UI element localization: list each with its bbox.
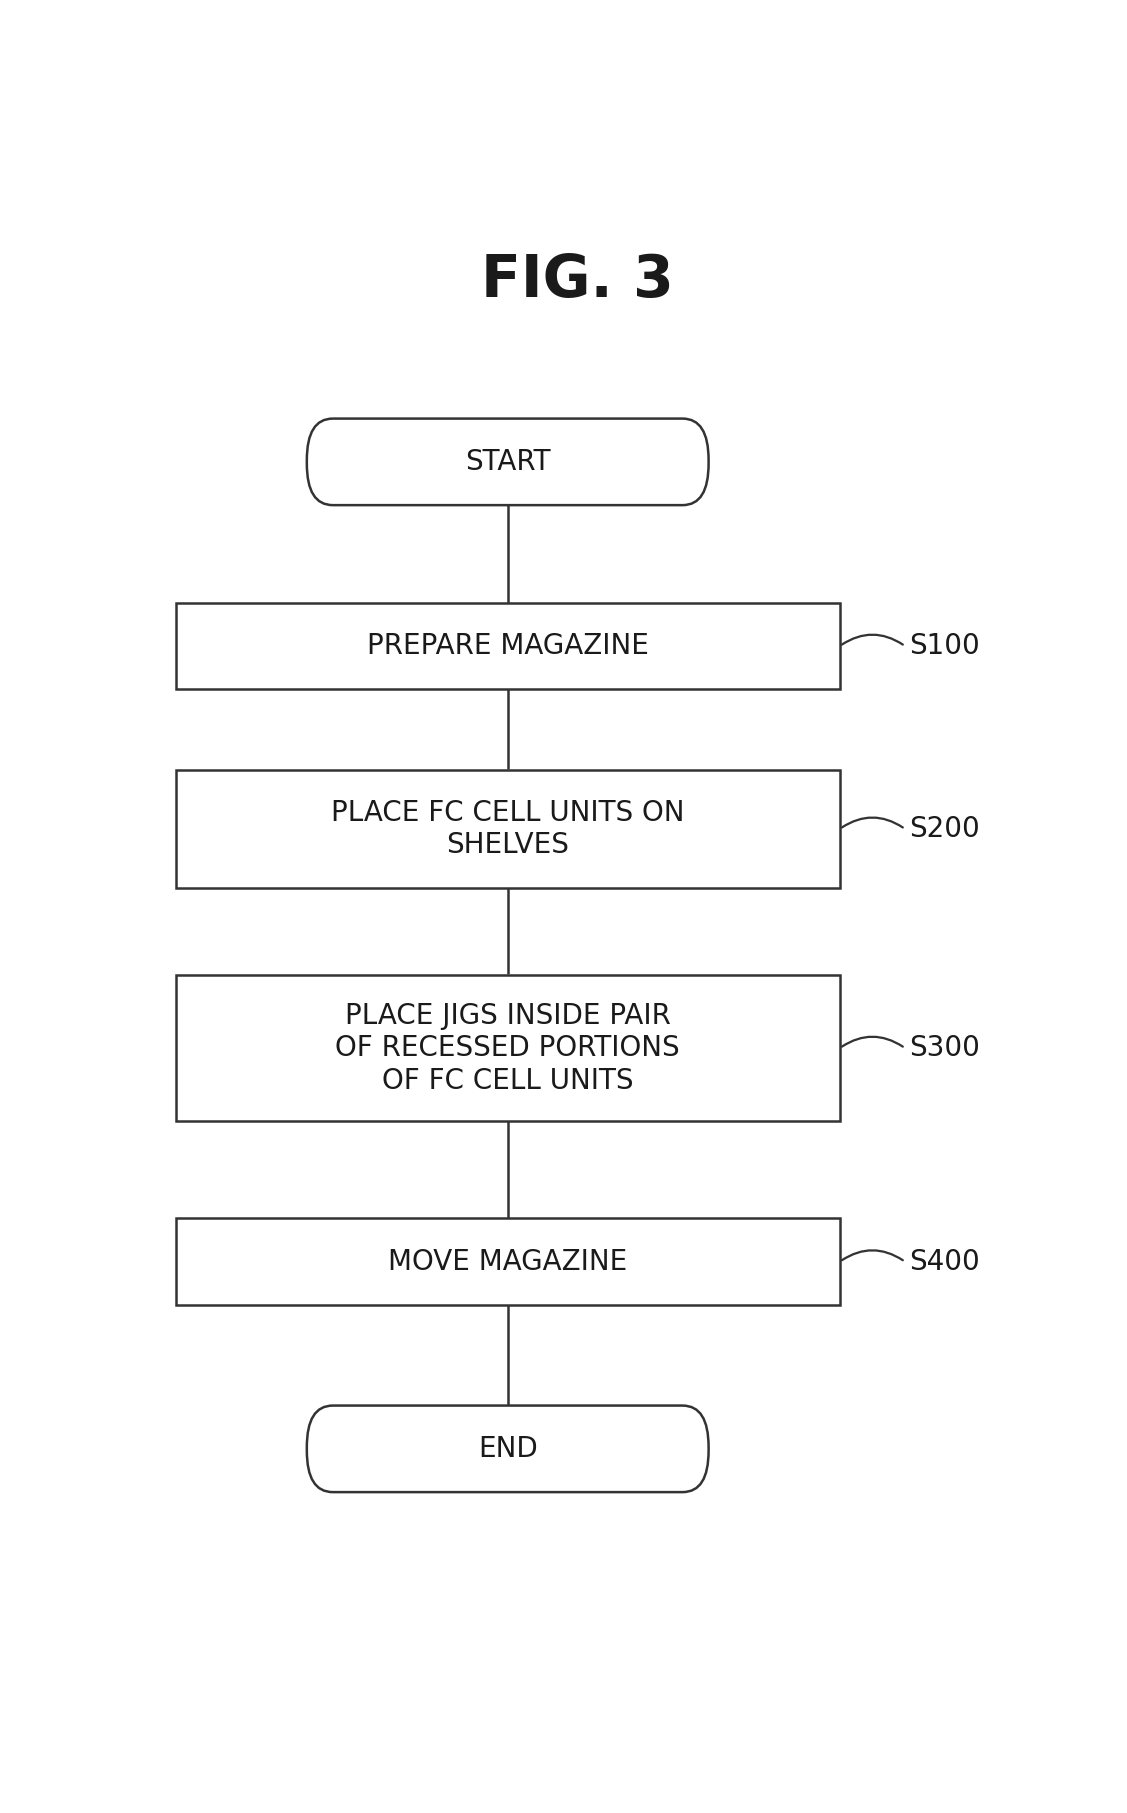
Text: MOVE MAGAZINE: MOVE MAGAZINE: [388, 1247, 628, 1276]
Text: S100: S100: [909, 633, 980, 660]
FancyBboxPatch shape: [176, 975, 840, 1122]
FancyBboxPatch shape: [176, 1218, 840, 1305]
Text: S300: S300: [909, 1033, 980, 1062]
Text: FIG. 3: FIG. 3: [481, 252, 674, 308]
Text: END: END: [478, 1434, 538, 1463]
Text: PLACE FC CELL UNITS ON
SHELVES: PLACE FC CELL UNITS ON SHELVES: [331, 800, 684, 859]
Text: START: START: [465, 448, 550, 475]
FancyBboxPatch shape: [307, 1405, 709, 1492]
Text: PLACE JIGS INSIDE PAIR
OF RECESSED PORTIONS
OF FC CELL UNITS: PLACE JIGS INSIDE PAIR OF RECESSED PORTI…: [336, 1003, 680, 1095]
FancyBboxPatch shape: [176, 604, 840, 689]
FancyBboxPatch shape: [176, 771, 840, 888]
Text: S400: S400: [909, 1247, 980, 1276]
Text: PREPARE MAGAZINE: PREPARE MAGAZINE: [366, 633, 649, 660]
Text: S200: S200: [909, 816, 980, 843]
FancyBboxPatch shape: [307, 419, 709, 506]
